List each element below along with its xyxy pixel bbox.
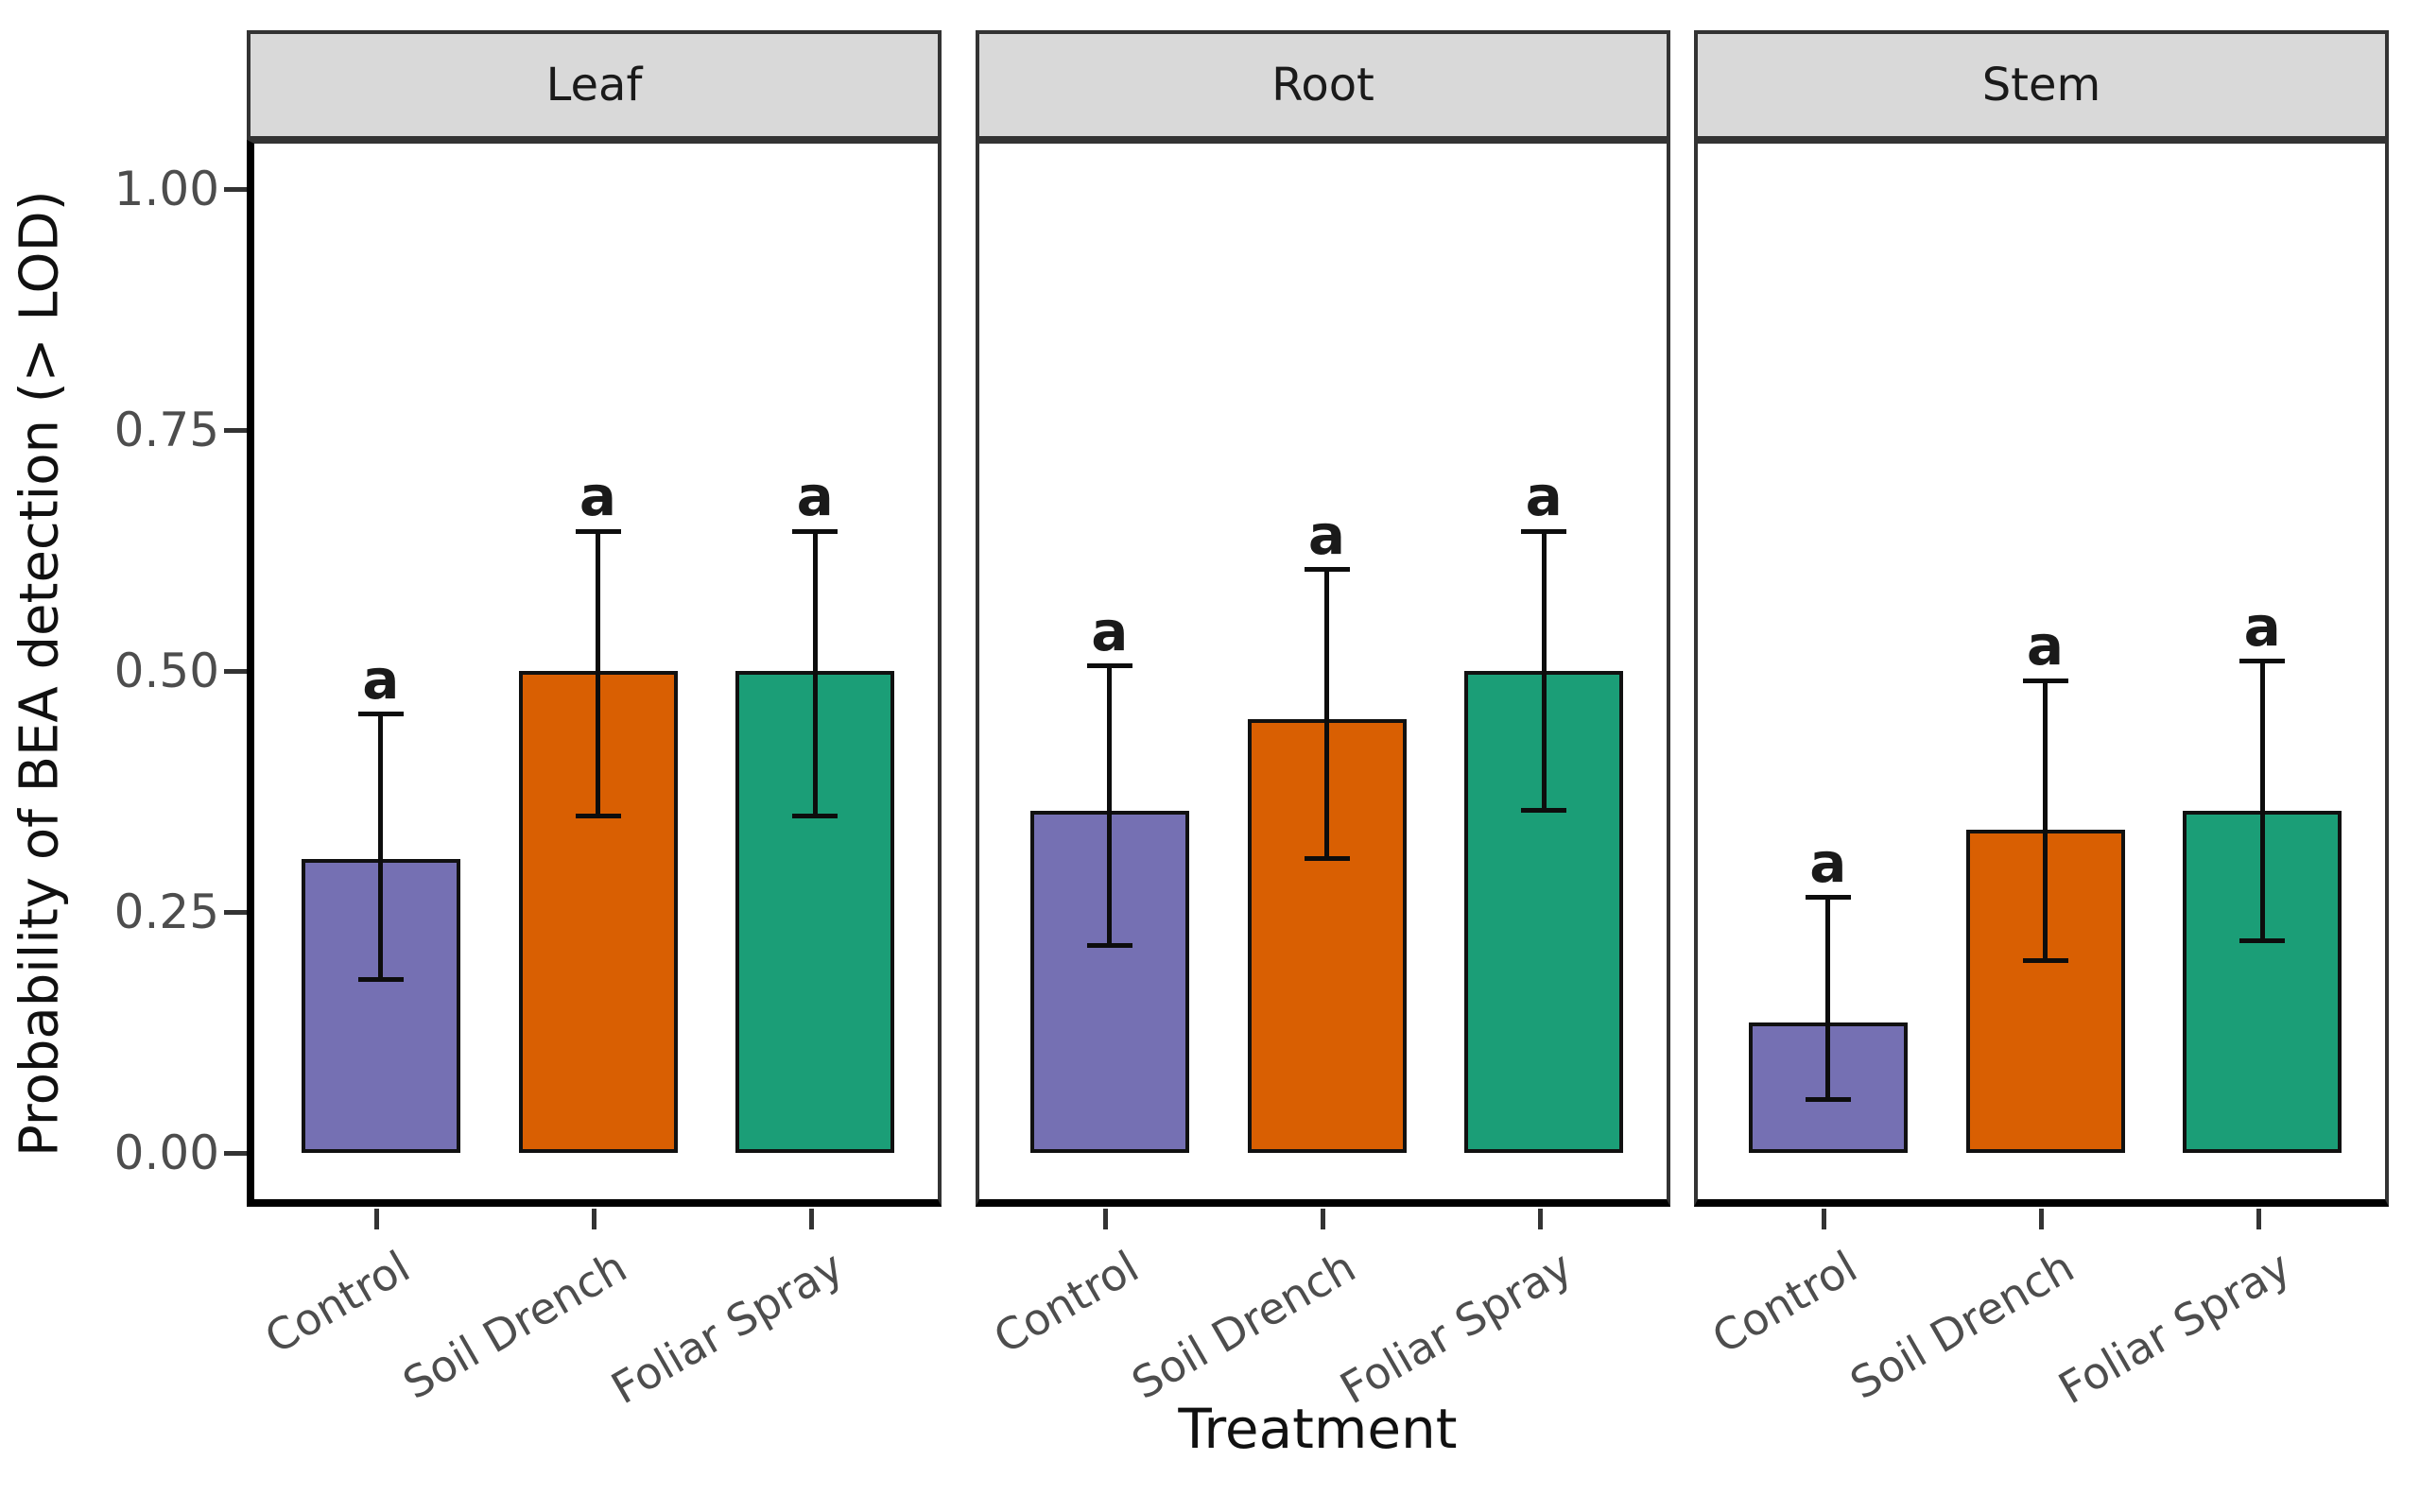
error-bar-cap [357,712,404,717]
error-bar-cap [2022,957,2068,963]
error-bar-cap [1304,856,1350,862]
x-tick-label-soil-drench: Soil Drench [1841,1241,2083,1410]
facet-label: Stem [1981,59,2101,112]
significance-letter: a [579,464,617,529]
x-tick-label-foliar-spray: Foliar Spray [2049,1241,2300,1415]
x-tick-label-control: Control [984,1241,1147,1364]
facet-label: Leaf [545,59,643,112]
facet-label: Root [1271,59,1374,112]
significance-letter: a [2243,593,2281,659]
y-tick-mark [224,1151,247,1156]
x-tick-mark [808,1209,814,1229]
y-tick-mark [224,669,247,674]
error-bar-cap [1086,943,1132,949]
significance-letter: a [1525,464,1563,529]
x-axis-title: Treatment [1178,1397,1458,1461]
error-bar-cap [1805,895,1851,901]
x-tick-mark [592,1209,596,1229]
facet-strip-leaf: Leaf [247,30,942,140]
error-bar-line [2259,661,2265,941]
error-bar-cap [2239,659,2286,664]
error-bar-line [1107,665,1113,946]
x-tick-mark [374,1209,380,1229]
y-tick-mark [224,428,247,433]
x-tick-label-foliar-spray: Foliar Spray [1331,1241,1582,1415]
y-tick-label: 1.00 [113,162,219,216]
significance-letter: a [1091,598,1129,663]
x-tick-label-control: Control [1703,1241,1865,1364]
error-bar-cap [2022,678,2068,683]
facet-strip-stem: Stem [1694,30,2389,140]
error-bar-line [1324,569,1329,859]
error-bar-cap [357,976,404,982]
error-bar-line [1541,531,1547,811]
error-bar-cap [1805,1097,1851,1103]
x-tick-mark [2039,1209,2044,1229]
significance-letter: a [2026,613,2065,679]
y-tick-label: 0.75 [113,403,219,457]
significance-letter: a [1307,502,1346,567]
error-bar-cap [1086,663,1132,669]
x-tick-mark [1822,1209,1827,1229]
x-tick-mark [1103,1209,1109,1229]
error-bar-line [1825,897,1831,1100]
y-tick-label: 0.25 [113,885,219,939]
error-bar-line [378,713,384,980]
facet-panel-leaf: a a a [247,140,942,1207]
facet-panel-stem: a a a [1694,140,2389,1207]
bar-stem-soil-drench [1965,830,2125,1153]
x-tick-mark [1537,1209,1543,1229]
y-tick-mark [224,910,247,915]
error-bar-cap [575,528,621,534]
facet-strip-root: Root [976,30,1670,140]
error-bar-line [2043,680,2048,960]
error-bar-cap [1304,567,1350,573]
x-tick-label-control: Control [255,1241,418,1364]
significance-letter: a [1809,830,1847,895]
error-bar-cap [575,813,621,818]
y-tick-mark [224,187,247,192]
significance-letter: a [796,464,834,529]
error-bar-cap [792,813,838,818]
x-tick-mark [2256,1209,2261,1229]
error-bar-line [596,531,600,816]
facet-panel-root: a a a [976,140,1670,1207]
significance-letter: a [362,646,400,712]
y-tick-label: 0.50 [113,644,219,698]
error-bar-line [812,531,818,816]
error-bar-cap [792,528,838,534]
error-bar-cap [1521,808,1567,814]
x-tick-label-foliar-spray: Foliar Spray [602,1241,853,1415]
error-bar-cap [2239,938,2286,944]
x-tick-mark [1321,1209,1325,1229]
x-tick-label-soil-drench: Soil Drench [1122,1241,1364,1410]
error-bar-cap [1521,528,1567,534]
y-tick-label: 0.00 [113,1125,219,1180]
x-tick-label-soil-drench: Soil Drench [393,1241,635,1410]
